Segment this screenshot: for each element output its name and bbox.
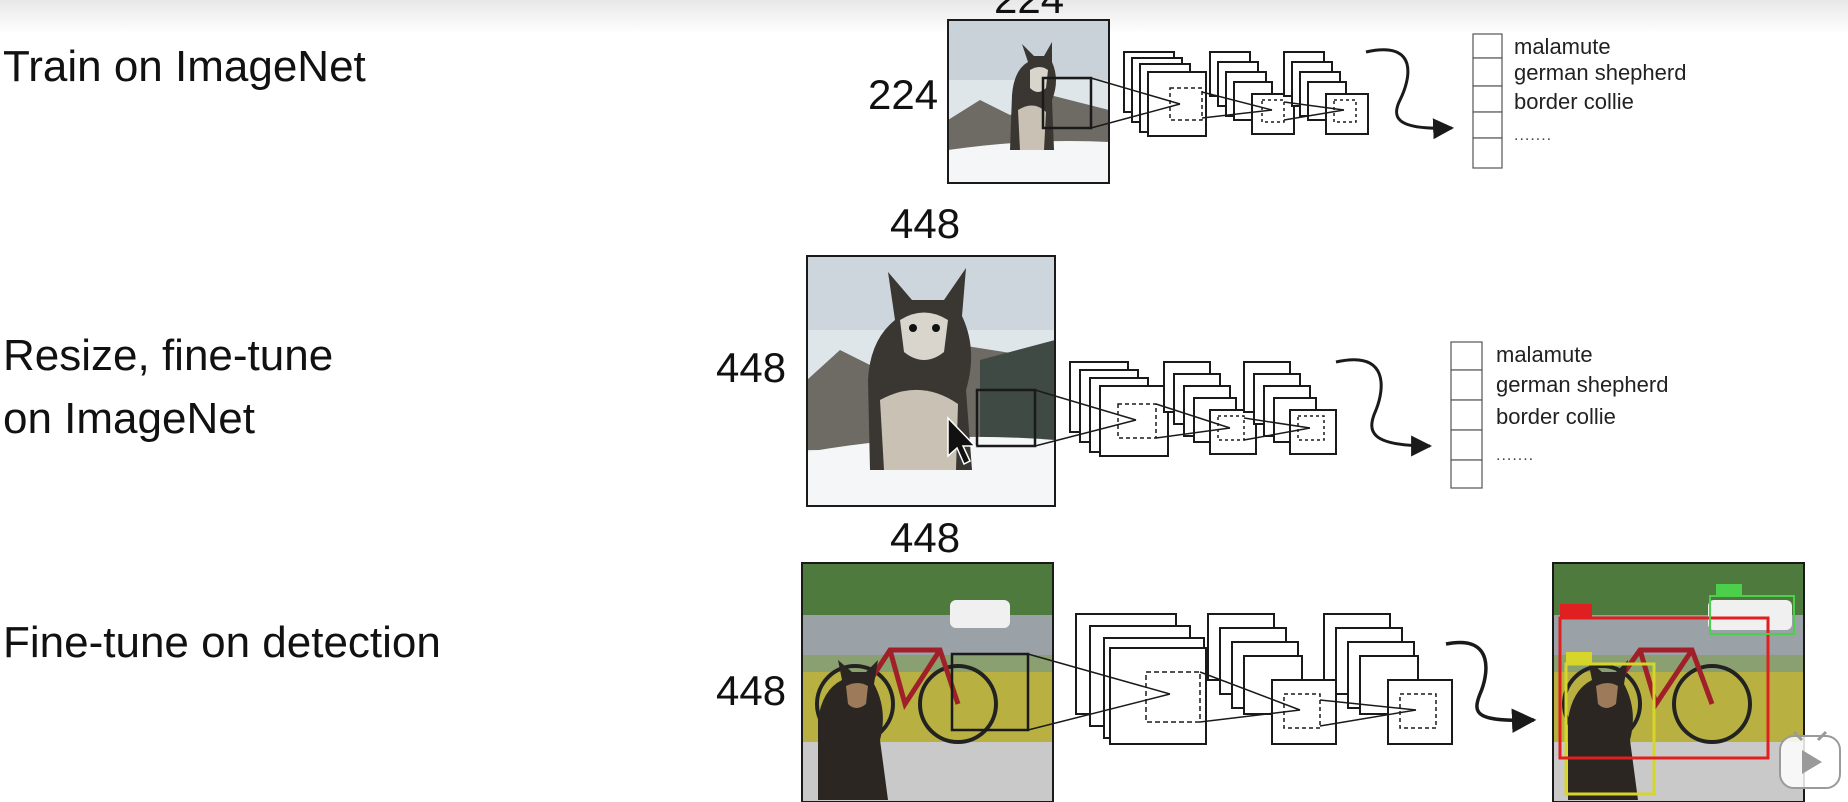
stage-2-kernel-lines xyxy=(1034,389,1325,447)
stage-2-input-image xyxy=(806,255,1056,507)
stage-1-label: Train on ImageNet xyxy=(3,42,366,91)
stage-2-label-line1: Resize, fine-tune xyxy=(3,331,334,380)
stage-1-class-more: ....... xyxy=(1514,127,1553,144)
stage-3-input-image xyxy=(801,562,1054,802)
stage-3-conv-layers xyxy=(1075,613,1453,745)
stage-2-height-label: 448 xyxy=(716,344,787,391)
stage-1-height-label: 224 xyxy=(868,71,939,118)
stage-1-class-1: malamute xyxy=(1514,34,1611,59)
bilibili-play-icon xyxy=(1779,730,1841,789)
mouse-cursor-icon xyxy=(947,416,977,466)
stage-1-class-3: border collie xyxy=(1514,89,1634,114)
stage-3-width-label: 448 xyxy=(890,514,961,561)
stage-1-output-vector xyxy=(1472,33,1503,169)
stage-3-detection-output-image xyxy=(1552,562,1805,802)
stage-1-receptive-window xyxy=(1041,76,1093,130)
stage-1-width-label: 224 xyxy=(994,0,1064,20)
stage-2-label-line2: on ImageNet xyxy=(3,394,255,443)
stage-3-height-label: 448 xyxy=(716,667,787,714)
stage-1-output-arrow xyxy=(1365,48,1455,140)
stage-2-output-vector xyxy=(1450,341,1483,489)
stage-2-class-more: ....... xyxy=(1496,447,1535,464)
stage-2-class-2: german shepherd xyxy=(1496,372,1669,397)
stage-1-class-2: german shepherd xyxy=(1514,60,1687,85)
stage-3-receptive-window xyxy=(950,652,1030,732)
stage-2-receptive-window xyxy=(975,388,1037,448)
stage-1-input-image xyxy=(947,19,1110,184)
stage-1-kernel-lines xyxy=(1090,77,1357,129)
top-fade xyxy=(0,0,1848,34)
stage-1-conv-layers xyxy=(1123,51,1369,137)
stage-2-output-arrow xyxy=(1335,358,1433,457)
stage-2-class-3: border collie xyxy=(1496,404,1616,429)
stage-2-width-label: 448 xyxy=(890,200,961,247)
stage-2-conv-layers xyxy=(1069,361,1337,457)
stage-2-class-1: malamute xyxy=(1496,342,1593,367)
stage-3-kernel-lines xyxy=(1027,653,1437,731)
stage-3-output-arrow xyxy=(1445,640,1537,733)
stage-3-label: Fine-tune on detection xyxy=(3,618,441,667)
